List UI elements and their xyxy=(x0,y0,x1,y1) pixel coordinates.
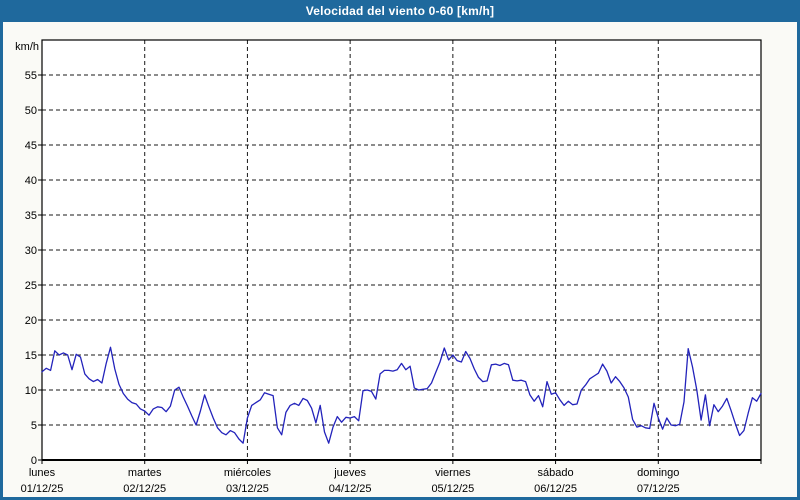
y-tick-label: 25 xyxy=(25,280,37,292)
y-tick-label: 55 xyxy=(25,70,37,82)
x-date-label: 01/12/25 xyxy=(21,483,64,495)
title-bar: Velocidad del viento 0-60 [km/h] xyxy=(3,0,797,22)
y-axis-unit-label: km/h xyxy=(15,41,39,53)
x-day-label: jueves xyxy=(333,467,366,479)
x-day-label: miércoles xyxy=(224,467,272,479)
wind-speed-series-line xyxy=(41,346,762,444)
y-tick-label: 50 xyxy=(25,105,37,117)
y-tick-label: 40 xyxy=(25,175,37,187)
y-tick-label: 30 xyxy=(25,245,37,257)
x-date-label: 05/12/25 xyxy=(431,483,474,495)
y-tick-label: 15 xyxy=(25,350,37,362)
x-date-label: 02/12/25 xyxy=(123,483,166,495)
x-date-label: 07/12/25 xyxy=(637,483,680,495)
chart-title: Velocidad del viento 0-60 [km/h] xyxy=(305,4,495,18)
x-day-label: sábado xyxy=(538,467,574,479)
x-date-label: 06/12/25 xyxy=(534,483,577,495)
x-day-label: martes xyxy=(128,467,162,479)
y-tick-label: 5 xyxy=(31,420,37,432)
y-tick-label: 35 xyxy=(25,210,37,222)
y-tick-label: 10 xyxy=(25,385,37,397)
x-day-label: viernes xyxy=(435,467,471,479)
y-tick-label: 20 xyxy=(25,315,37,327)
y-tick-label: 0 xyxy=(31,455,37,467)
chart-canvas: 0 5 10 15 20 25 30 35 40 45 50 55 km/h lunes 01/12/25 m… xyxy=(3,22,797,497)
x-date-label: 04/12/25 xyxy=(329,483,372,495)
y-tick-label: 45 xyxy=(25,140,37,152)
x-day-label: lunes xyxy=(29,467,56,479)
x-date-label: 03/12/25 xyxy=(226,483,269,495)
wind-speed-line-chart: 0 5 10 15 20 25 30 35 40 45 50 55 km/h lunes 01/12/25 m… xyxy=(15,39,762,495)
x-day-label: domingo xyxy=(637,467,679,479)
